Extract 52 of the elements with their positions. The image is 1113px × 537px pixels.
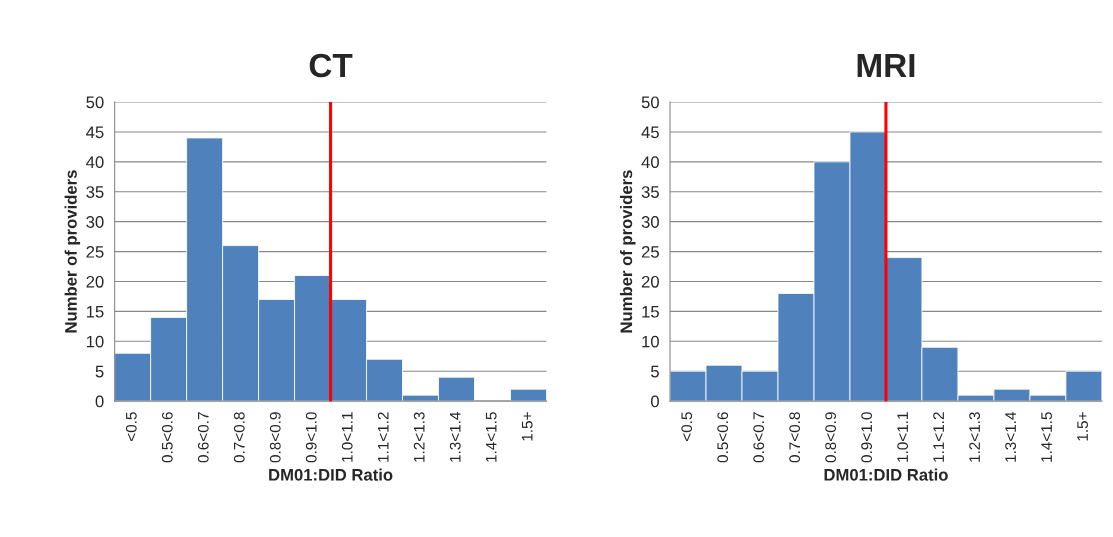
y-tick-label: 50 (86, 96, 104, 109)
x-tick-label: 1.4<1.5 (1041, 412, 1052, 462)
x-tick-label: 0.7<0.8 (789, 412, 801, 463)
y-tick-label: 30 (86, 216, 104, 228)
y-tick-label: 15 (642, 305, 659, 318)
y-tick-label: 10 (86, 335, 104, 348)
x-tick-label: 1.5+ (521, 412, 533, 441)
x-axis-title: DM01:DID Ratio (824, 468, 948, 481)
x-tick-label: 0.5<0.6 (161, 412, 173, 463)
chart-title: CT (309, 53, 353, 78)
y-tick-label: 25 (86, 245, 104, 258)
x-tick-label: 0.6<0.7 (753, 412, 765, 463)
x-tick-label: 1.3<1.4 (449, 412, 461, 462)
x-axis-title: DM01:DID Ratio (269, 468, 393, 481)
y-tick-label: 5 (651, 365, 659, 378)
x-tick-label: 1.2<1.3 (969, 412, 981, 462)
y-tick-label: 0 (95, 395, 104, 408)
chart-title: MRI (857, 54, 915, 78)
y-tick-label: 40 (641, 156, 659, 169)
y-axis-title: Number of providers (619, 170, 636, 333)
x-tick-label: 1.5+ (1077, 412, 1088, 441)
x-tick-label: 1.1<1.2 (933, 412, 944, 462)
y-tick-label: 0 (650, 395, 659, 408)
x-tick-label: <0.5 (681, 412, 693, 441)
y-tick-label: 40 (86, 156, 104, 169)
y-tick-label: 20 (86, 275, 104, 288)
x-tick-label: 0.8<0.9 (825, 412, 837, 463)
x-tick-label: 0.9<1.0 (861, 412, 873, 463)
x-tick-label: 1.0<1.1 (341, 412, 353, 462)
x-tick-label: <0.5 (125, 412, 137, 441)
y-tick-label: 45 (86, 126, 104, 139)
y-axis-title: Number of providers (64, 170, 81, 333)
y-tick-label: 35 (86, 186, 104, 198)
y-tick-label: 35 (641, 186, 659, 198)
x-tick-label: 0.6<0.7 (197, 412, 209, 463)
x-tick-label: 0.9<1.0 (305, 412, 317, 463)
x-tick-label: 0.7<0.8 (233, 412, 245, 463)
x-tick-label: 0.5<0.6 (717, 412, 729, 463)
y-tick-label: 50 (641, 96, 659, 109)
y-tick-label: 30 (641, 216, 659, 228)
x-tick-label: 1.0<1.1 (897, 412, 909, 462)
y-tick-label: 45 (641, 126, 659, 139)
x-tick-label: 1.3<1.4 (1005, 412, 1016, 462)
x-tick-label: 1.2<1.3 (413, 412, 425, 462)
y-tick-label: 20 (641, 275, 659, 288)
y-tick-label: 10 (642, 335, 659, 348)
y-tick-label: 25 (641, 245, 659, 258)
x-tick-label: 1.4<1.5 (485, 412, 497, 462)
x-tick-label: 1.1<1.2 (377, 412, 389, 462)
x-tick-label: 0.8<0.9 (269, 412, 281, 463)
y-tick-label: 15 (86, 305, 104, 318)
y-tick-label: 5 (95, 365, 104, 378)
